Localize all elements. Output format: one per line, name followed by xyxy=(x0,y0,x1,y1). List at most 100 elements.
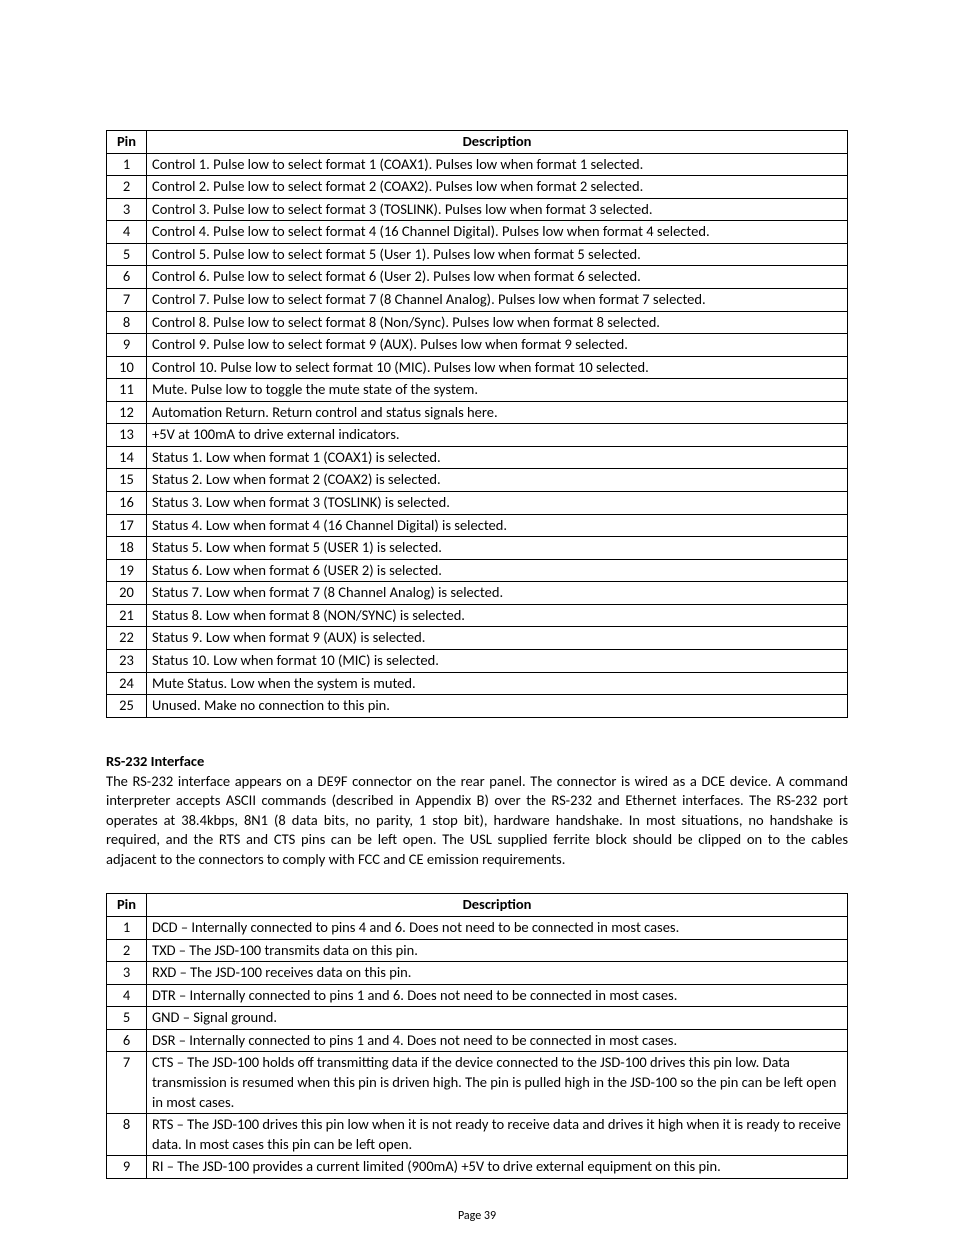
cell-description: DTR – Internally connected to pins 1 and… xyxy=(147,984,848,1007)
table-header-row: Pin Description xyxy=(107,131,848,154)
page-container: Pin Description 1Control 1. Pulse low to… xyxy=(0,0,954,1253)
table-row: 4DTR – Internally connected to pins 1 an… xyxy=(107,984,848,1007)
pin-table-2: Pin Description 1DCD – Internally connec… xyxy=(106,893,848,1178)
table-row: 2Control 2. Pulse low to select format 2… xyxy=(107,176,848,199)
table-row: 1DCD – Internally connected to pins 4 an… xyxy=(107,917,848,940)
header-pin: Pin xyxy=(107,131,147,154)
cell-description: Status 7. Low when format 7 (8 Channel A… xyxy=(147,582,848,605)
table-row: 7Control 7. Pulse low to select format 7… xyxy=(107,288,848,311)
table-row: 5Control 5. Pulse low to select format 5… xyxy=(107,243,848,266)
cell-pin: 14 xyxy=(107,446,147,469)
cell-description: Control 6. Pulse low to select format 6 … xyxy=(147,266,848,289)
cell-pin: 9 xyxy=(107,1156,147,1179)
cell-description: +5V at 100mA to drive external indicator… xyxy=(147,424,848,447)
table-row: 15Status 2. Low when format 2 (COAX2) is… xyxy=(107,469,848,492)
table-row: 12Automation Return. Return control and … xyxy=(107,401,848,424)
cell-pin: 18 xyxy=(107,537,147,560)
table-row: 16Status 3. Low when format 3 (TOSLINK) … xyxy=(107,492,848,515)
cell-pin: 9 xyxy=(107,334,147,357)
cell-description: Control 7. Pulse low to select format 7 … xyxy=(147,288,848,311)
table-row: 5GND – Signal ground. xyxy=(107,1007,848,1030)
cell-pin: 2 xyxy=(107,939,147,962)
cell-description: GND – Signal ground. xyxy=(147,1007,848,1030)
cell-pin: 17 xyxy=(107,514,147,537)
page-number: Page 39 xyxy=(0,1209,954,1223)
header-description: Description xyxy=(147,131,848,154)
table-row: 13+5V at 100mA to drive external indicat… xyxy=(107,424,848,447)
table-row: 6Control 6. Pulse low to select format 6… xyxy=(107,266,848,289)
pin-table-1: Pin Description 1Control 1. Pulse low to… xyxy=(106,130,848,718)
table2-body: 1DCD – Internally connected to pins 4 an… xyxy=(107,917,848,1179)
cell-pin: 8 xyxy=(107,1114,147,1156)
cell-pin: 22 xyxy=(107,627,147,650)
cell-description: Mute Status. Low when the system is mute… xyxy=(147,672,848,695)
cell-description: Control 1. Pulse low to select format 1 … xyxy=(147,153,848,176)
cell-pin: 19 xyxy=(107,559,147,582)
cell-description: Status 2. Low when format 2 (COAX2) is s… xyxy=(147,469,848,492)
cell-description: Status 10. Low when format 10 (MIC) is s… xyxy=(147,649,848,672)
table-row: 20Status 7. Low when format 7 (8 Channel… xyxy=(107,582,848,605)
table-row: 23Status 10. Low when format 10 (MIC) is… xyxy=(107,649,848,672)
table-row: 4Control 4. Pulse low to select format 4… xyxy=(107,221,848,244)
table-row: 10Control 10. Pulse low to select format… xyxy=(107,356,848,379)
cell-description: Status 9. Low when format 9 (AUX) is sel… xyxy=(147,627,848,650)
table-row: 9Control 9. Pulse low to select format 9… xyxy=(107,334,848,357)
cell-pin: 25 xyxy=(107,695,147,718)
cell-pin: 10 xyxy=(107,356,147,379)
cell-pin: 12 xyxy=(107,401,147,424)
table-row: 7CTS – The JSD-100 holds off transmittin… xyxy=(107,1052,848,1114)
cell-description: Control 9. Pulse low to select format 9 … xyxy=(147,334,848,357)
cell-pin: 15 xyxy=(107,469,147,492)
table-row: 11Mute. Pulse low to toggle the mute sta… xyxy=(107,379,848,402)
cell-pin: 8 xyxy=(107,311,147,334)
cell-description: Status 3. Low when format 3 (TOSLINK) is… xyxy=(147,492,848,515)
table-row: 25Unused. Make no connection to this pin… xyxy=(107,695,848,718)
cell-description: Status 5. Low when format 5 (USER 1) is … xyxy=(147,537,848,560)
table-row: 21Status 8. Low when format 8 (NON/SYNC)… xyxy=(107,604,848,627)
section-body: The RS-232 interface appears on a DE9F c… xyxy=(106,772,848,870)
cell-pin: 4 xyxy=(107,221,147,244)
table-row: 22Status 9. Low when format 9 (AUX) is s… xyxy=(107,627,848,650)
cell-description: RTS – The JSD-100 drives this pin low wh… xyxy=(147,1114,848,1156)
table-row: 3Control 3. Pulse low to select format 3… xyxy=(107,198,848,221)
table-row: 19Status 6. Low when format 6 (USER 2) i… xyxy=(107,559,848,582)
cell-description: Status 8. Low when format 8 (NON/SYNC) i… xyxy=(147,604,848,627)
cell-pin: 3 xyxy=(107,198,147,221)
cell-pin: 2 xyxy=(107,176,147,199)
table-row: 8RTS – The JSD-100 drives this pin low w… xyxy=(107,1114,848,1156)
cell-pin: 5 xyxy=(107,1007,147,1030)
cell-pin: 3 xyxy=(107,962,147,985)
cell-pin: 5 xyxy=(107,243,147,266)
cell-pin: 20 xyxy=(107,582,147,605)
cell-description: RI – The JSD-100 provides a current limi… xyxy=(147,1156,848,1179)
cell-description: Unused. Make no connection to this pin. xyxy=(147,695,848,718)
cell-description: Control 4. Pulse low to select format 4 … xyxy=(147,221,848,244)
cell-pin: 6 xyxy=(107,1029,147,1052)
cell-description: Status 4. Low when format 4 (16 Channel … xyxy=(147,514,848,537)
cell-description: RXD – The JSD-100 receives data on this … xyxy=(147,962,848,985)
header-pin: Pin xyxy=(107,894,147,917)
header-description: Description xyxy=(147,894,848,917)
cell-pin: 24 xyxy=(107,672,147,695)
cell-description: Automation Return. Return control and st… xyxy=(147,401,848,424)
cell-description: Control 5. Pulse low to select format 5 … xyxy=(147,243,848,266)
cell-description: Mute. Pulse low to toggle the mute state… xyxy=(147,379,848,402)
cell-pin: 11 xyxy=(107,379,147,402)
cell-description: Control 10. Pulse low to select format 1… xyxy=(147,356,848,379)
cell-description: DCD – Internally connected to pins 4 and… xyxy=(147,917,848,940)
table-row: 2TXD – The JSD-100 transmits data on thi… xyxy=(107,939,848,962)
section-heading: RS-232 Interface xyxy=(106,752,848,770)
cell-pin: 23 xyxy=(107,649,147,672)
cell-pin: 16 xyxy=(107,492,147,515)
table-row: 8Control 8. Pulse low to select format 8… xyxy=(107,311,848,334)
table-row: 3RXD – The JSD-100 receives data on this… xyxy=(107,962,848,985)
table1-body: 1Control 1. Pulse low to select format 1… xyxy=(107,153,848,717)
cell-description: TXD – The JSD-100 transmits data on this… xyxy=(147,939,848,962)
cell-description: Control 2. Pulse low to select format 2 … xyxy=(147,176,848,199)
table-row: 1Control 1. Pulse low to select format 1… xyxy=(107,153,848,176)
cell-pin: 21 xyxy=(107,604,147,627)
cell-description: Control 8. Pulse low to select format 8 … xyxy=(147,311,848,334)
cell-pin: 6 xyxy=(107,266,147,289)
cell-description: Status 6. Low when format 6 (USER 2) is … xyxy=(147,559,848,582)
table-row: 14Status 1. Low when format 1 (COAX1) is… xyxy=(107,446,848,469)
